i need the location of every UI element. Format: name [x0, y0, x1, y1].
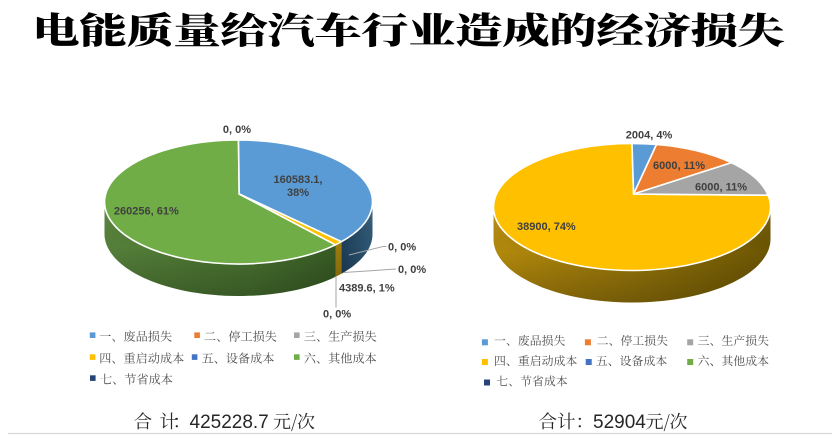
svg-text:0, 0%: 0, 0% [323, 309, 351, 321]
svg-text:38%: 38% [287, 187, 309, 199]
svg-text:160583.1,: 160583.1, [274, 174, 323, 186]
svg-text:52904: 52904 [593, 412, 646, 433]
svg-text:6000, 11%: 6000, 11% [653, 160, 705, 172]
svg-text:0, 0%: 0, 0% [398, 264, 426, 276]
svg-text:0, 0%: 0, 0% [388, 242, 416, 254]
svg-text:4389.6, 1%: 4389.6, 1% [339, 282, 395, 294]
svg-text:0, 0%: 0, 0% [223, 124, 251, 136]
svg-text:38900, 74%: 38900, 74% [517, 221, 576, 233]
svg-text:425228.7: 425228.7 [190, 412, 269, 433]
svg-text:2004, 4%: 2004, 4% [626, 129, 673, 141]
svg-text:6000, 11%: 6000, 11% [695, 182, 747, 194]
svg-text:260256, 61%: 260256, 61% [114, 206, 179, 218]
